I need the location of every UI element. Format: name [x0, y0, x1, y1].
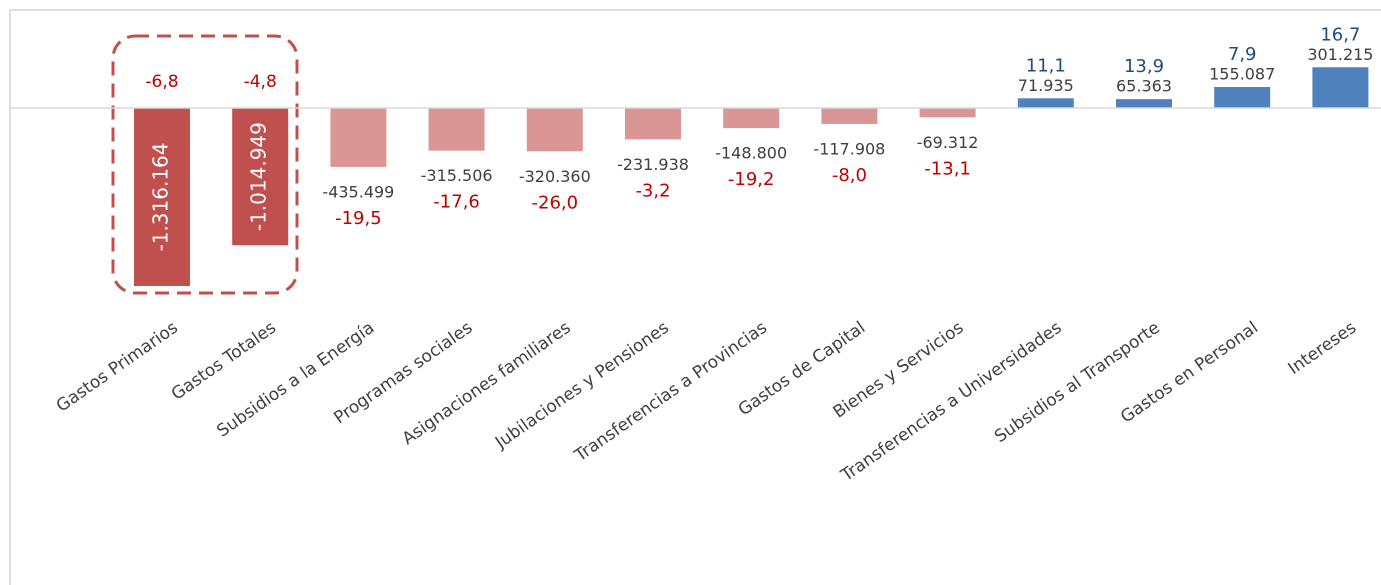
change-label: -8,0 [832, 165, 867, 186]
change-label: -19,2 [728, 169, 775, 190]
x-tick-label: Intereses [1285, 318, 1361, 379]
bar [625, 108, 681, 140]
bar [723, 108, 780, 129]
bar [428, 108, 485, 151]
value-label: 65.363 [1116, 77, 1172, 96]
bar [1312, 67, 1369, 108]
change-label: -4,8 [244, 72, 277, 92]
value-label: 301.215 [1307, 45, 1373, 64]
x-tick-label: Transferencias a Provincias [571, 318, 772, 467]
bar [526, 108, 583, 152]
value-label: -315.506 [421, 166, 493, 185]
value-label: 155.087 [1209, 65, 1275, 84]
bar [134, 108, 190, 286]
value-label: -117.908 [813, 139, 885, 158]
value-label: -231.938 [617, 155, 689, 174]
bar [330, 108, 387, 167]
change-label: 11,1 [1026, 55, 1066, 76]
change-label: 13,9 [1124, 56, 1164, 77]
bar [1116, 99, 1172, 108]
value-label: -69.312 [917, 133, 979, 152]
x-tick-label: Asignaciones familiares [399, 318, 575, 450]
change-label: 7,9 [1228, 44, 1257, 65]
value-label: -1.014.949 [247, 122, 271, 231]
change-label: -26,0 [532, 192, 579, 213]
change-label: -6,8 [145, 72, 178, 92]
x-tick-label: Jubilaciones y Pensiones [491, 318, 673, 454]
value-label: -1.316.164 [149, 142, 173, 251]
bar [1214, 87, 1271, 108]
change-label: -13,1 [924, 158, 971, 179]
bar [232, 108, 289, 246]
value-label: -148.800 [715, 144, 787, 163]
change-label: 16,7 [1320, 24, 1360, 45]
bar [1017, 98, 1074, 108]
x-tick-label: Subsidios al Transporte [991, 318, 1164, 447]
highlight-box [111, 34, 299, 295]
value-label: -320.360 [519, 167, 591, 186]
change-label: -19,5 [335, 208, 382, 229]
x-tick-label: Subsidios a la Energía [213, 318, 378, 442]
value-label: -435.499 [322, 182, 394, 201]
change-label: -3,2 [635, 180, 670, 201]
x-tick-label: Gastos Primarios [53, 318, 182, 417]
value-label: 71.935 [1018, 76, 1074, 95]
bar [919, 108, 976, 118]
change-label: -17,6 [433, 192, 480, 213]
bar [821, 108, 878, 124]
